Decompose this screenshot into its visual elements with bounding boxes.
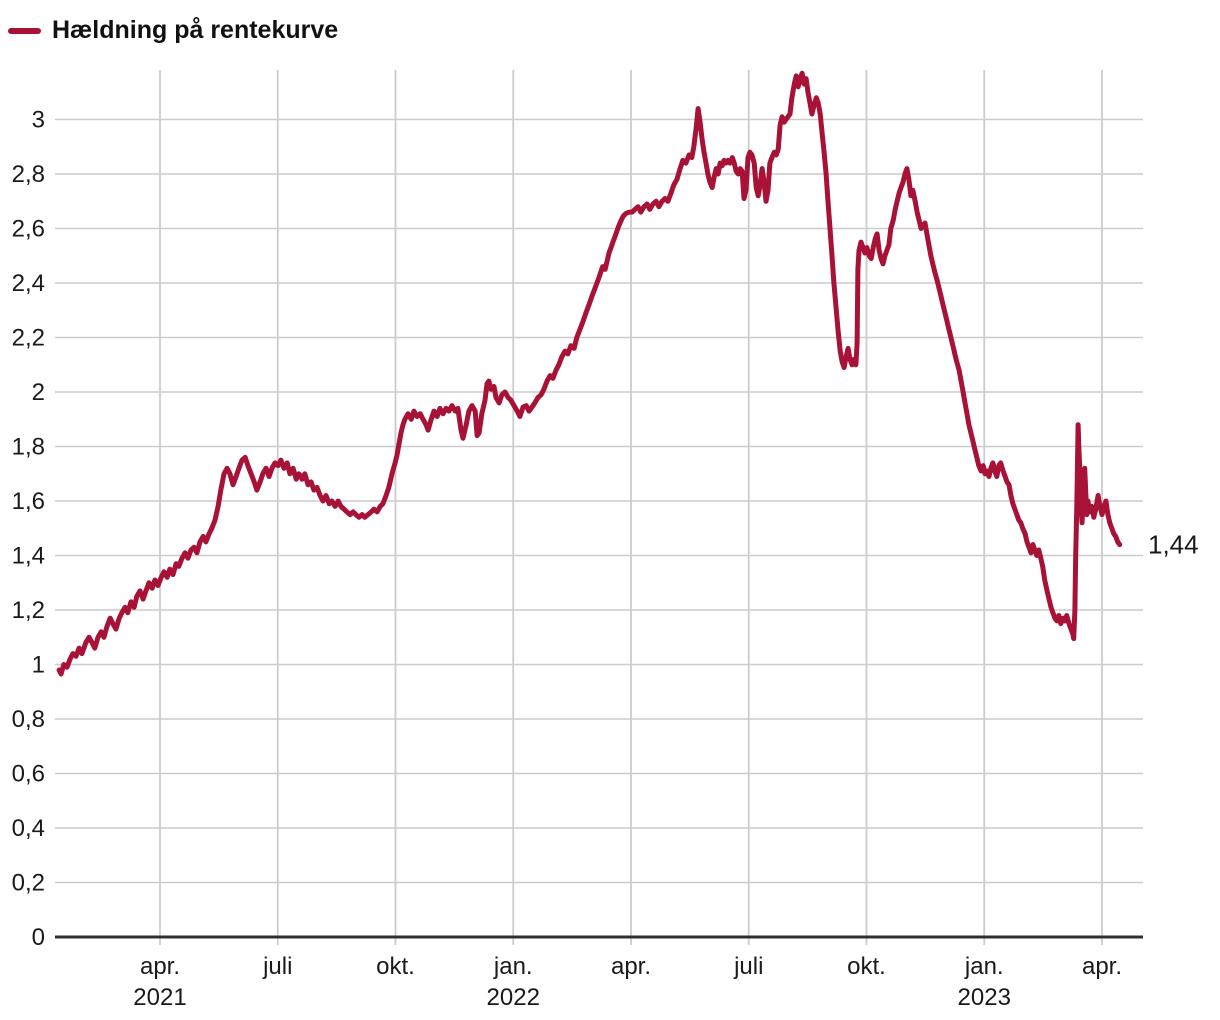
last-value-label: 1,44 bbox=[1148, 530, 1199, 560]
y-tick-label: 0,4 bbox=[12, 815, 45, 842]
y-tick-label: 1,4 bbox=[12, 543, 45, 570]
y-tick-label: 1 bbox=[32, 652, 45, 679]
y-tick-label: 1,2 bbox=[12, 597, 45, 624]
y-tick-label: 1,8 bbox=[12, 434, 45, 461]
y-tick-label: 0,2 bbox=[12, 870, 45, 897]
x-tick-label: jan. bbox=[493, 953, 533, 980]
y-tick-label: 2,6 bbox=[12, 216, 45, 243]
x-tick-label: juli bbox=[262, 953, 292, 980]
y-tick-label: 1,6 bbox=[12, 488, 45, 515]
x-tick-label: juli bbox=[733, 953, 763, 980]
y-tick-label: 2 bbox=[32, 379, 45, 406]
y-tick-label: 0,6 bbox=[12, 761, 45, 788]
y-tick-label: 0 bbox=[32, 924, 45, 951]
y-tick-label: 2,4 bbox=[12, 270, 45, 297]
x-tick-label: apr. bbox=[1082, 953, 1122, 980]
y-tick-label: 3 bbox=[32, 107, 45, 134]
x-tick-year-label: 2021 bbox=[133, 984, 186, 1011]
x-tick-label: okt. bbox=[847, 953, 886, 980]
x-tick-label: apr. bbox=[611, 953, 651, 980]
x-tick-label: jan. bbox=[964, 953, 1004, 980]
legend: Hældning på rentekurve bbox=[8, 16, 338, 45]
legend-line-swatch bbox=[8, 27, 41, 34]
y-tick-label: 2,8 bbox=[12, 161, 45, 188]
y-tick-label: 0,8 bbox=[12, 706, 45, 733]
legend-label: Hældning på rentekurve bbox=[52, 16, 339, 44]
x-tick-label: okt. bbox=[376, 953, 415, 980]
series-line bbox=[56, 70, 1123, 677]
x-tick-label: apr. bbox=[140, 953, 180, 980]
x-tick-year-label: 2023 bbox=[958, 984, 1011, 1011]
x-tick-year-label: 2022 bbox=[487, 984, 540, 1011]
y-tick-label: 2,2 bbox=[12, 325, 45, 352]
